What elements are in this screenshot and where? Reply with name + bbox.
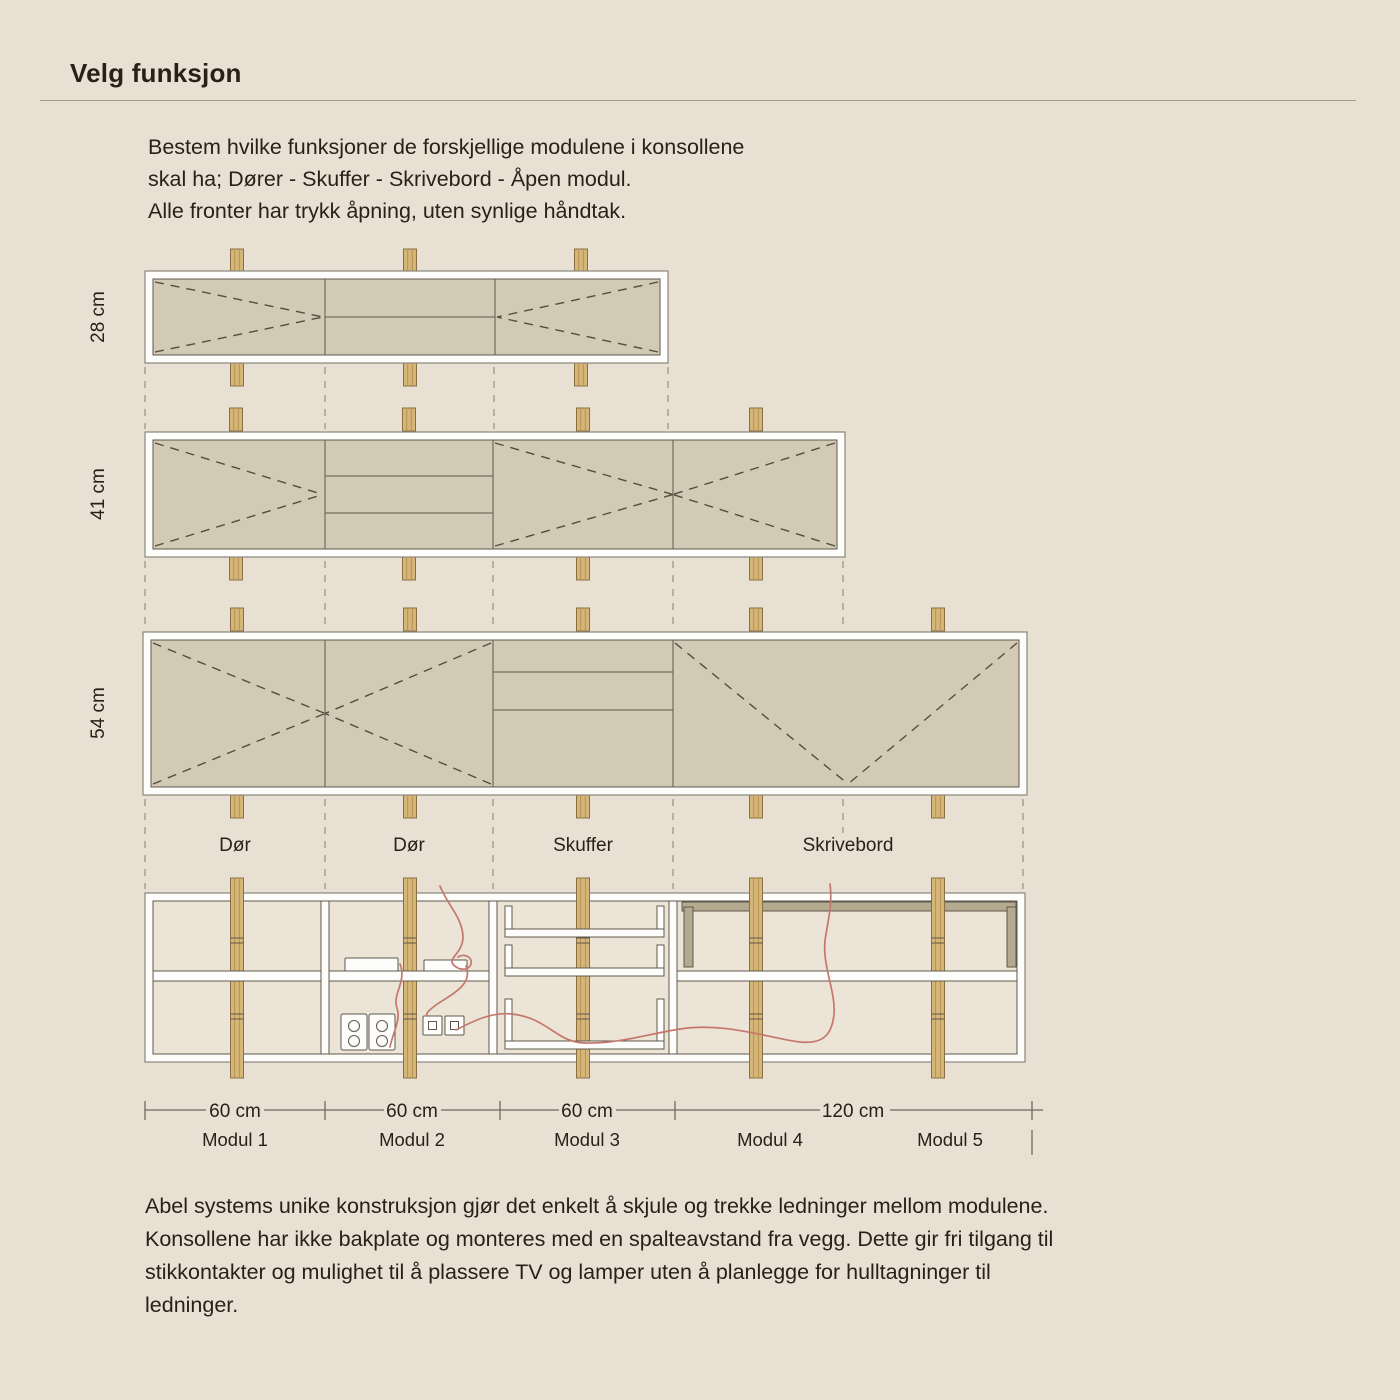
module-name-labels: Modul 1 Modul 2 Modul 3 Modul 4 Modul 5	[202, 1129, 983, 1150]
wall-sockets	[340, 1013, 465, 1051]
frame-dividers	[320, 900, 678, 1055]
dimension-module4: 120 cm	[822, 1101, 884, 1122]
dimension-module2: 60 cm	[386, 1101, 438, 1122]
mid-shelves	[152, 970, 1018, 982]
intro-paragraph: Bestem hvilke funksjoner de forskjellige…	[148, 131, 744, 227]
function-label-drawers: Skuffer	[553, 835, 614, 856]
module-name-3: Modul 3	[554, 1129, 620, 1150]
drawer-boxes	[504, 905, 665, 1050]
footer-line: Konsollene har ikke bakplate og monteres…	[145, 1227, 1054, 1251]
module-name-4: Modul 4	[737, 1129, 803, 1150]
footer-line: Abel systems unike konstruksjon gjør det…	[145, 1194, 1049, 1218]
footer-line: stikkontakter og mulighet til å plassere…	[145, 1260, 991, 1284]
title-divider	[40, 100, 1356, 101]
power-strips	[344, 957, 468, 972]
console-row-54cm: 54 cm	[88, 607, 1028, 819]
module-name-1: Modul 1	[202, 1129, 268, 1150]
module-name-2: Modul 2	[379, 1129, 445, 1150]
intro-line: Alle fronter har trykk åpning, uten synl…	[148, 199, 627, 223]
pegs-41cm	[229, 407, 763, 581]
height-label-41cm: 41 cm	[88, 468, 109, 520]
guides-row1-row2	[144, 367, 669, 429]
function-label-desk: Skrivebord	[803, 835, 894, 856]
intro-line: skal ha; Dører - Skuffer - Skrivebord - …	[148, 167, 632, 191]
module-name-5: Modul 5	[917, 1129, 983, 1150]
pegs-28cm	[230, 248, 588, 387]
console-row-28cm: 28 cm	[88, 248, 669, 387]
function-label-door-1: Dør	[219, 835, 251, 856]
dimension-annotations: 60 cm 60 cm 60 cm 120 cm	[144, 1101, 1043, 1155]
footer-paragraph: Abel systems unike konstruksjon gjør det…	[145, 1190, 1053, 1322]
console-row-41cm: 41 cm	[88, 407, 846, 581]
height-label-28cm: 28 cm	[88, 291, 109, 343]
footer-line: ledninger.	[145, 1293, 239, 1317]
guides-row2-row3	[144, 561, 844, 628]
height-label-54cm: 54 cm	[88, 687, 109, 739]
dimension-module3: 60 cm	[561, 1101, 613, 1122]
function-label-door-2: Dør	[393, 835, 425, 856]
desk-board	[681, 901, 1017, 968]
guides-row3-frame	[144, 799, 1024, 889]
function-labels: Dør Dør Skuffer Skrivebord	[219, 835, 893, 856]
dimension-module1: 60 cm	[209, 1101, 261, 1122]
frame-construction-drawing	[144, 877, 1026, 1079]
pegs-54cm	[230, 607, 945, 819]
page-title: Velg funksjon	[70, 58, 242, 88]
cables	[389, 883, 835, 1048]
wood-posts	[230, 877, 945, 1079]
intro-line: Bestem hvilke funksjoner de forskjellige…	[148, 135, 745, 159]
